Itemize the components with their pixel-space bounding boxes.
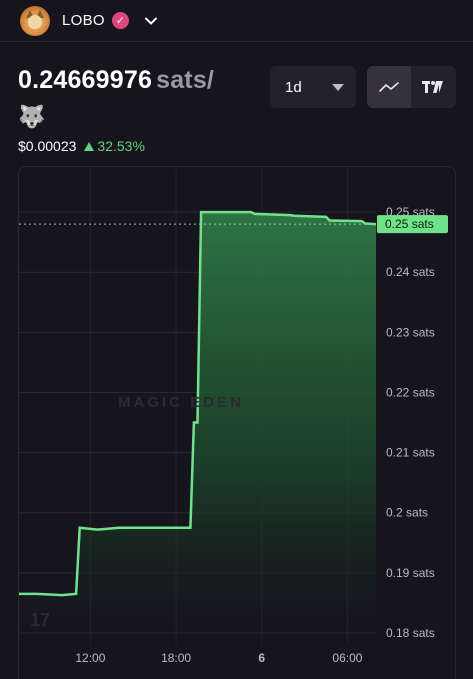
usd-price: $0.00023 [18,138,77,154]
chevron-down-icon[interactable] [143,13,159,29]
price-change-value: 32.53% [97,138,145,154]
price-chart-frame [18,166,456,679]
tradingview-watermark-icon: 17 [30,610,51,630]
current-price-badge [377,215,448,234]
top-bar: LOBO ✓ [0,0,473,42]
y-tick-label: 0.18 sats [386,626,435,640]
price-change: 32.53% [84,138,145,154]
x-tick-label: 06:00 [332,651,362,665]
up-triangle-icon [84,141,95,151]
token-name[interactable]: LOBO [62,12,105,29]
chart-mode-toggle [367,66,456,108]
y-tick-label: 0.2 sats [386,506,428,520]
caret-down-icon [332,84,344,91]
timeframe-value: 1d [285,78,302,96]
avatar-face [28,14,42,29]
x-tick-label: 12:00 [75,651,105,665]
avatar-ear-right [36,9,44,18]
verified-check-icon: ✓ [111,12,129,29]
line-chart-icon [379,82,399,92]
y-tick-label: 0.19 sats [386,566,435,580]
tradingview-icon [422,81,443,93]
price-unit: sats/ [156,66,215,94]
token-avatar[interactable] [20,5,50,36]
x-tick-label: 6 [258,651,265,665]
line-chart-button[interactable] [367,66,411,108]
y-tick-label: 0.21 sats [386,446,435,460]
y-tick-label: 0.23 sats [386,325,435,339]
y-tick-label: 0.22 sats [386,385,435,399]
wolf-icon: 🐺 [18,104,46,129]
timeframe-select[interactable]: 1d [270,66,356,108]
avatar-ear-left [26,9,34,18]
price-value: 0.24669976 [18,66,153,94]
usd-row: $0.00023 32.53% [18,138,145,154]
tradingview-button[interactable] [411,66,455,108]
current-price-label: 0.25 sats [385,217,434,231]
price-display: 0.24669976 sats/ [18,66,214,95]
x-tick-label: 18:00 [161,651,191,665]
price-area [19,212,376,645]
price-line [19,210,377,597]
watermark: MAGIC EDEN [118,394,244,411]
y-tick-label: 0.24 sats [386,265,435,279]
